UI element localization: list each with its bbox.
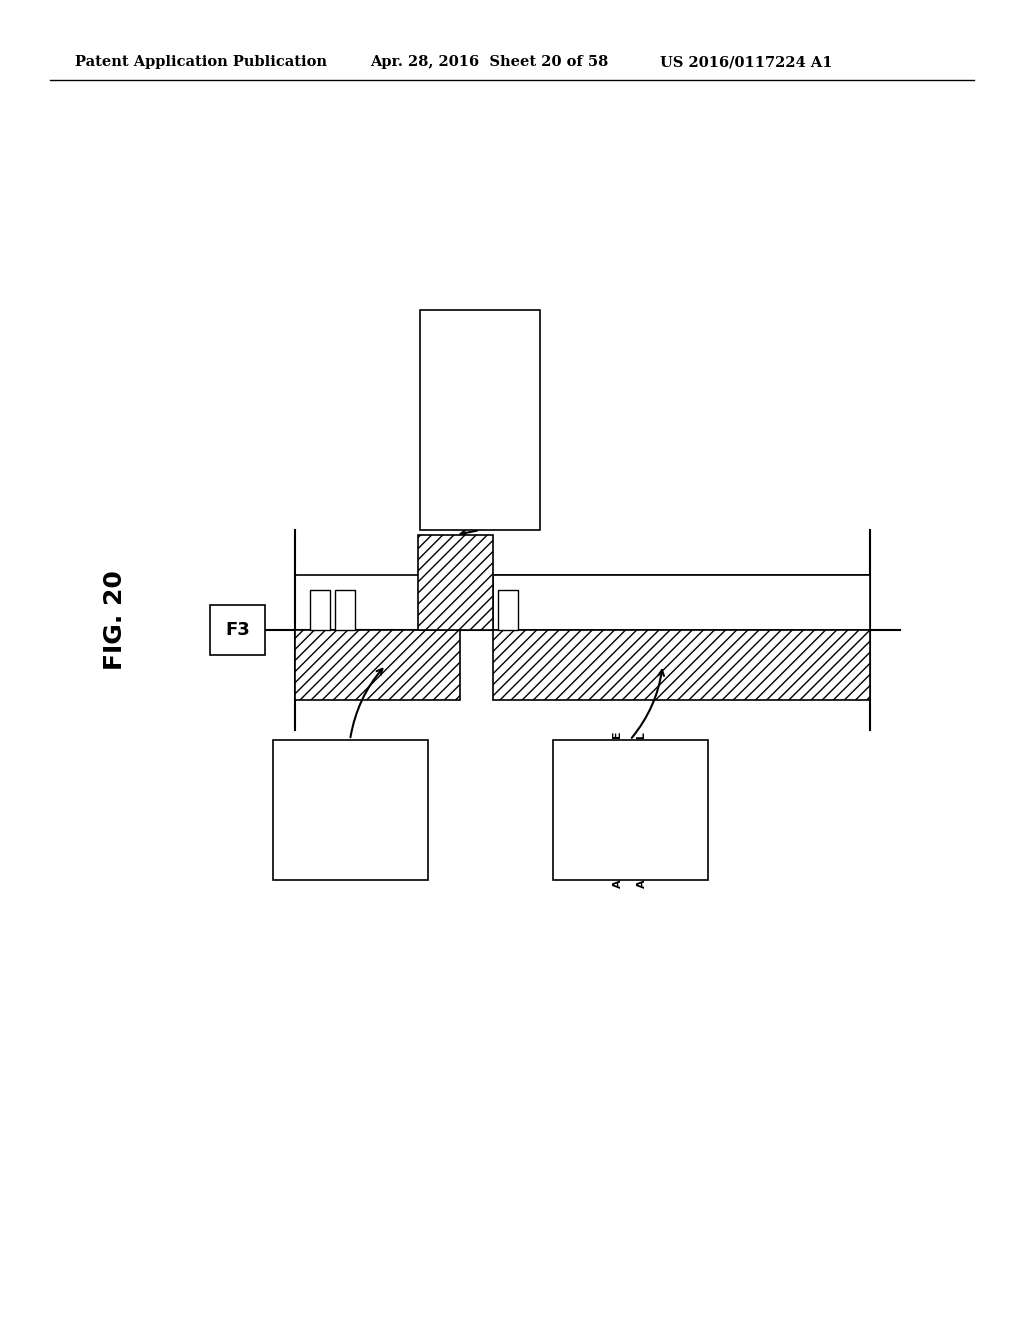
- Bar: [553, 741, 708, 880]
- Bar: [418, 535, 493, 630]
- Bar: [210, 605, 265, 655]
- Bar: [493, 630, 870, 700]
- Text: FIG. 20: FIG. 20: [103, 570, 127, 671]
- Bar: [493, 576, 870, 630]
- Text: F3: F3: [225, 620, 250, 639]
- Bar: [295, 630, 460, 700]
- Bar: [295, 576, 870, 630]
- Bar: [498, 590, 518, 630]
- Text: ABNORMAL RR DATA ARE
MERGED AND SET
AS ABNORMAL INTERVAL: ABNORMAL RR DATA ARE MERGED AND SET AS A…: [613, 731, 646, 888]
- Text: US 2016/0117224 A1: US 2016/0117224 A1: [660, 55, 833, 69]
- Bar: [420, 310, 540, 531]
- Bar: [335, 590, 355, 630]
- Text: THIS INTERVAL IS
TREATED AS NO DATA: THIS INTERVAL IS TREATED AS NO DATA: [466, 348, 494, 492]
- Bar: [310, 590, 330, 630]
- Text: Apr. 28, 2016  Sheet 20 of 58: Apr. 28, 2016 Sheet 20 of 58: [370, 55, 608, 69]
- Text: NORMAL RR DATA ARE
MERGED AND SET
AS NORMAL INTERVAL: NORMAL RR DATA ARE MERGED AND SET AS NOR…: [334, 741, 367, 880]
- Bar: [272, 741, 427, 880]
- Text: Patent Application Publication: Patent Application Publication: [75, 55, 327, 69]
